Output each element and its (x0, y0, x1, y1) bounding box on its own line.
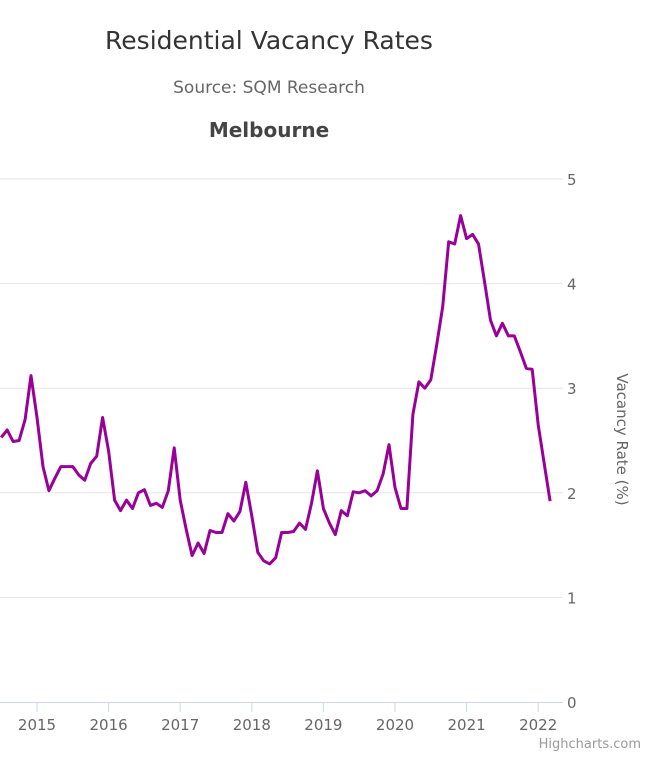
highcharts-credit-link[interactable]: Highcharts.com (538, 737, 641, 752)
x-tick-label: 2015 (18, 716, 56, 734)
chart-subtitle: Source: SQM Research (173, 78, 365, 98)
chart-panel-title: Melbourne (208, 118, 330, 142)
x-tick-label: 2022 (519, 716, 557, 734)
x-tick-label: 2020 (376, 716, 414, 734)
x-tick-label: 2021 (448, 716, 486, 734)
x-tick-label: 2016 (90, 716, 128, 734)
series-line-melbourne (0, 214, 552, 566)
x-tick-label: 2017 (161, 716, 199, 734)
y-tick-label: 1 (567, 589, 577, 607)
y-axis-title: Vacancy Rate (%) (613, 373, 631, 505)
y-tick-label: 3 (567, 380, 577, 398)
x-tick-label: 2019 (304, 716, 342, 734)
x-tick-label: 2018 (233, 716, 271, 734)
y-tick-label: 5 (567, 171, 577, 189)
chart-title: Residential Vacancy Rates (105, 26, 433, 55)
y-tick-label: 4 (567, 276, 577, 294)
y-tick-label: 2 (567, 485, 577, 503)
y-tick-label: 0 (567, 694, 577, 712)
